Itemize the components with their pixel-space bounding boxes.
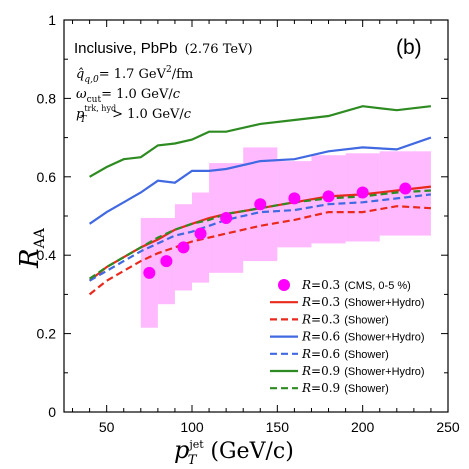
- x-tick-label: 200: [351, 419, 375, 435]
- legend-label: R=0.3 (Shower+Hydro): [301, 295, 425, 309]
- x-tick-label: 100: [180, 419, 204, 435]
- cms-data-point: [254, 198, 267, 211]
- series-line: [88, 189, 431, 280]
- cms-data-point: [194, 227, 207, 240]
- y-axis-label: RAA: [15, 227, 48, 269]
- cms-data-point: [143, 266, 156, 279]
- panel-label: (b): [396, 36, 422, 59]
- y-tick-label: 0.2: [37, 326, 57, 342]
- legend-label: R=0.6 (Shower+Hydro): [301, 330, 425, 344]
- annotation-title: Inclusive, PbPb (2.76 TeV): [74, 40, 253, 57]
- annotation-qhat: q̂q,0= 1.7 GeV2/fm: [76, 65, 193, 85]
- y-tick-label: 1: [48, 12, 56, 28]
- legend-label: R=0.9 (Shower): [301, 381, 389, 395]
- y-tick-label: 0.8: [37, 90, 57, 106]
- series-line: [89, 193, 432, 282]
- series-line: [89, 105, 432, 178]
- series-line: [88, 136, 432, 225]
- legend-label: R=0.3 (CMS, 0-5 %): [301, 278, 411, 292]
- y-tick-label: 0.4: [37, 247, 57, 263]
- annotation-omega: ωcut= 1.0 GeV/c: [76, 87, 181, 105]
- legend-label: R=0.3 (Shower): [301, 312, 389, 326]
- x-tick-label: 150: [266, 419, 290, 435]
- legend-marker-cms: [278, 279, 290, 291]
- cms-data-point: [356, 186, 369, 199]
- cms-data-point: [399, 182, 412, 195]
- x-axis-label: pjet T (GeV/c): [174, 436, 294, 468]
- cms-data-points: [143, 182, 412, 279]
- legend-label: R=0.9 (Shower+Hydro): [301, 364, 425, 378]
- cms-data-point: [288, 192, 301, 205]
- model-curves: [88, 105, 432, 296]
- axis-ticks: 50 100 150 200 250 0 0.2 0.4 0.6 0.8 1: [37, 12, 460, 435]
- annotation-pt-threshold: ptrk, hyd T > 1.0 GeV/c: [76, 104, 192, 125]
- x-tick-label: 50: [99, 419, 115, 435]
- legend-label: R=0.6 (Shower): [301, 347, 389, 361]
- series-line: [88, 205, 431, 296]
- cms-data-point: [220, 211, 233, 224]
- y-tick-label: 0: [48, 404, 56, 420]
- annotation-block: Inclusive, PbPb (2.76 TeV) q̂q,0= 1.7 Ge…: [74, 40, 253, 125]
- cms-data-point: [160, 255, 173, 268]
- legend: R=0.3 (CMS, 0-5 %) R=0.3 (Shower+Hydro) R=0.…: [270, 278, 425, 395]
- cms-data-point: [322, 190, 335, 203]
- cms-data-point: [177, 241, 190, 254]
- y-tick-label: 0.6: [37, 169, 57, 185]
- x-tick-label: 250: [436, 419, 460, 435]
